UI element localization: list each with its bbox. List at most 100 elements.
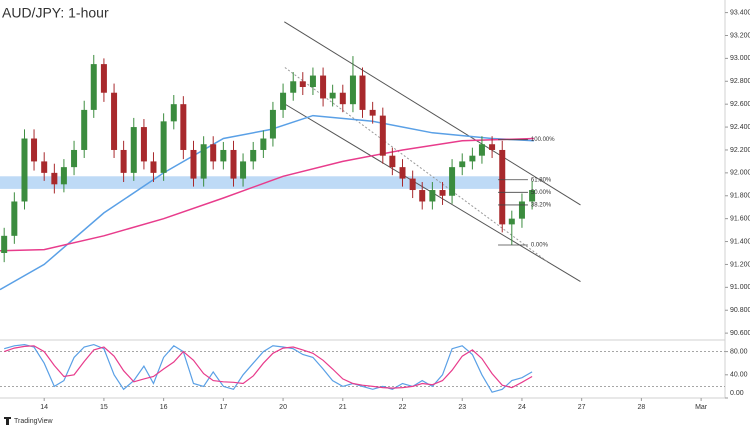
plot: 100.00% 61.80% 50.00% 38.20% 0.00% — [0, 21, 725, 393]
x-tick-label: 20 — [279, 404, 287, 411]
chart-title: AUD/JPY: 1-hour — [2, 5, 109, 21]
candle-body — [379, 115, 386, 156]
y-tick-label: 40.00 — [730, 372, 748, 379]
candle-body — [210, 144, 217, 162]
y-tick-label: 90.800 — [730, 307, 750, 314]
x-tick-label: 16 — [160, 404, 168, 411]
candle-body — [160, 121, 167, 173]
candle-body — [508, 218, 515, 225]
fib-label: 61.80% — [531, 177, 552, 183]
candle-body — [299, 81, 306, 88]
candle-body — [409, 178, 416, 191]
y-tick-label: 91.400 — [730, 238, 750, 245]
candle-body — [150, 161, 157, 173]
y-tick-label: 93.200 — [730, 32, 750, 39]
candle-body — [130, 127, 137, 173]
y-tick-label: 91.600 — [730, 215, 750, 222]
candle-body — [21, 138, 28, 202]
candle-body — [170, 104, 177, 122]
candle-body — [489, 144, 496, 150]
stoch-line — [4, 343, 533, 393]
candle-body — [230, 149, 237, 179]
moving-average — [0, 137, 534, 252]
x-tick-label: 24 — [518, 404, 526, 411]
brand: TradingView — [14, 418, 53, 425]
candle-body — [280, 92, 287, 110]
candle-body — [389, 155, 396, 168]
x-tick-label: 17 — [219, 404, 227, 411]
y-tick-label: 90.600 — [730, 330, 750, 337]
fib-label: 50.00% — [531, 190, 552, 196]
candle-body — [339, 92, 346, 105]
candle-body — [180, 104, 187, 150]
brand-logo — [4, 417, 11, 425]
candle-body — [200, 144, 207, 179]
candle-body — [529, 190, 536, 202]
y-tick-label: 0.00 — [730, 390, 744, 397]
candle-body — [269, 109, 276, 139]
y-tick-label: 91.800 — [730, 193, 750, 200]
candle-body — [399, 167, 406, 179]
channel-line — [284, 21, 581, 206]
candle-body — [81, 109, 88, 150]
candle-body — [439, 190, 446, 196]
candle-body — [459, 161, 466, 168]
y-tick-label: 91.200 — [730, 261, 750, 268]
candle-body — [320, 75, 327, 99]
candle-body — [469, 155, 476, 162]
candle-body — [41, 161, 48, 173]
y-tick-label: 80.00 — [730, 348, 748, 355]
candle-body — [419, 190, 426, 202]
x-tick-label: 23 — [458, 404, 466, 411]
fib-label: 0.00% — [531, 243, 549, 249]
y-tick-label: 93.000 — [730, 55, 750, 62]
candle-body — [260, 138, 267, 150]
x-tick-label: 28 — [637, 404, 645, 411]
x-tick-label: Mar — [695, 404, 708, 411]
candle-body — [31, 138, 38, 162]
x-tick-label: 27 — [578, 404, 586, 411]
candle-body — [309, 75, 316, 88]
candle-body — [60, 167, 67, 185]
candle-body — [329, 92, 336, 99]
candle-body — [429, 190, 436, 202]
y-tick-label: 92.800 — [730, 78, 750, 85]
candle-body — [250, 149, 257, 162]
candle-body — [1, 235, 8, 253]
candle-body — [220, 149, 227, 162]
y-tick-label: 92.600 — [730, 101, 750, 108]
x-tick-label: 14 — [40, 404, 48, 411]
y-tick-label: 92.200 — [730, 147, 750, 154]
x-tick-label: 21 — [339, 404, 347, 411]
channel-midline — [284, 67, 549, 263]
candle-body — [290, 81, 297, 93]
candle-body — [71, 149, 78, 168]
support-zone — [0, 176, 506, 189]
stoch-line — [4, 345, 533, 389]
y-tick-label: 92.000 — [730, 170, 750, 177]
candle-body — [11, 201, 18, 236]
candle-body — [90, 64, 97, 110]
x-tick-label: 22 — [399, 404, 407, 411]
candle-body — [111, 92, 118, 150]
candle-body — [140, 127, 147, 162]
fib-label: 38.20% — [531, 202, 552, 208]
candle-body — [51, 172, 58, 185]
y-tick-label: 93.400 — [730, 9, 750, 16]
y-tick-label: 91.000 — [730, 284, 750, 291]
candle-body — [359, 75, 366, 110]
candle-body — [518, 201, 525, 219]
fib-label: 100.00% — [531, 137, 555, 143]
candle-body — [100, 64, 107, 93]
candle-body — [499, 149, 506, 225]
candle-body — [369, 109, 376, 116]
candle-body — [478, 144, 485, 156]
candle-body — [120, 149, 127, 173]
candle-body — [240, 161, 247, 179]
y-tick-label: 92.400 — [730, 124, 750, 131]
x-tick-label: 15 — [100, 404, 108, 411]
candle-body — [349, 75, 356, 105]
candle-body — [449, 167, 456, 196]
